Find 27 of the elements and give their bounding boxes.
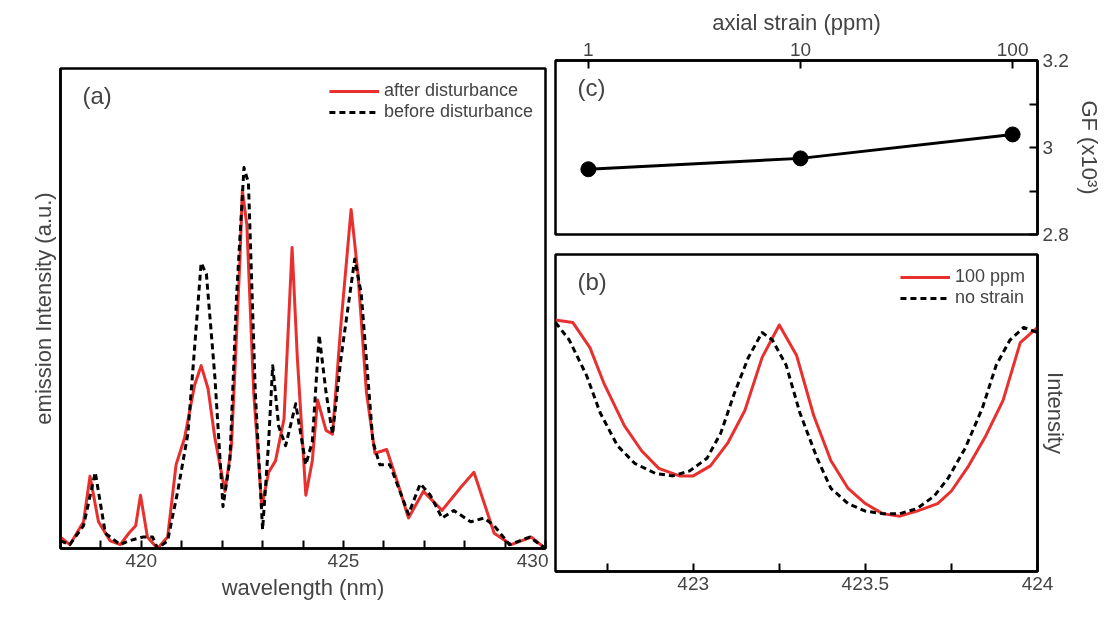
- y-tick-label: 3.2: [1042, 50, 1069, 71]
- x-tick-label: 10: [789, 38, 812, 60]
- y-axis-title: Intensity: [1042, 372, 1068, 454]
- x-tick-label: 1: [583, 38, 594, 60]
- y-tick-label: 2.8: [1042, 224, 1069, 245]
- x-tick-label: 425: [327, 549, 360, 571]
- x-tick-label: 424: [1021, 572, 1054, 594]
- y-axis-title: emission Intensity (a.u.): [30, 192, 56, 425]
- y-axis-title: GF (x10³): [1076, 100, 1102, 195]
- point: [580, 161, 597, 178]
- point: [792, 150, 809, 167]
- text: (a): [82, 81, 112, 109]
- x-tick-label: 423: [677, 572, 710, 594]
- legend-label: no strain: [954, 287, 1024, 308]
- x-axis-title: wavelength (nm): [220, 574, 385, 600]
- x-tick-label: 423.5: [841, 572, 890, 594]
- y-tick-label: 3: [1042, 137, 1054, 158]
- legend-label: after disturbance: [383, 80, 518, 101]
- annotation: (c): [577, 73, 606, 101]
- point: [1004, 126, 1021, 143]
- x-tick-label: 430: [516, 549, 549, 571]
- x-tick-label: 420: [125, 549, 158, 571]
- x-axis-title: axial strain (ppm): [712, 9, 881, 35]
- legend-label: before disturbance: [383, 101, 533, 122]
- text: (b): [577, 267, 607, 295]
- legend-label: 100 ppm: [954, 266, 1025, 287]
- x-tick-label: 100: [996, 38, 1029, 60]
